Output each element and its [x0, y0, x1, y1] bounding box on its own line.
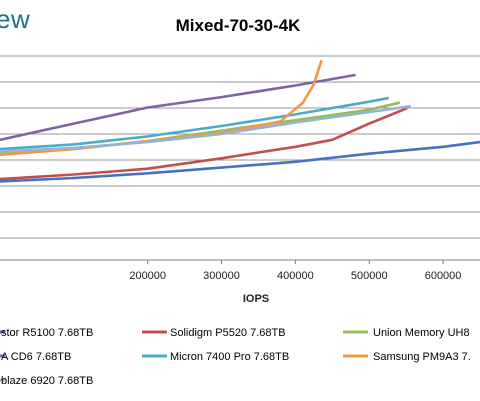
brand-logo-text: ew	[0, 4, 31, 34]
series-line	[0, 105, 412, 153]
x-tick-label: 200000	[129, 270, 166, 282]
x-axis-label: IOPS	[243, 293, 269, 305]
series-line	[0, 140, 480, 183]
legend-label: blaze 6920 7.68TB	[1, 375, 93, 387]
legend: stor R5100 7.68TB Solidigm P5520 7.68TB Un…	[0, 327, 471, 387]
series-line	[0, 73, 356, 142]
x-tick-label: 500000	[351, 270, 388, 282]
series-line	[0, 107, 408, 181]
chart-title: Mixed-70-30-4K	[176, 16, 301, 35]
x-tick-labels: 200000 300000 400000 500000 600000	[129, 260, 461, 282]
grid-lines	[0, 55, 480, 239]
series-line	[0, 96, 390, 151]
series-lines	[0, 59, 480, 183]
x-tick-label: 300000	[203, 270, 240, 282]
legend-label: Micron 7400 Pro 7.68TB	[170, 351, 289, 363]
legend-label: Samsung PM9A3 7.	[373, 351, 471, 363]
x-tick-label: 600000	[425, 270, 462, 282]
legend-label: Solidigm P5520 7.68TB	[170, 327, 286, 339]
x-tick-label: 400000	[277, 270, 314, 282]
legend-label: Union Memory UH8	[373, 327, 470, 339]
legend-label: A CD6 7.68TB	[1, 351, 71, 363]
legend-label: stor R5100 7.68TB	[1, 327, 93, 339]
